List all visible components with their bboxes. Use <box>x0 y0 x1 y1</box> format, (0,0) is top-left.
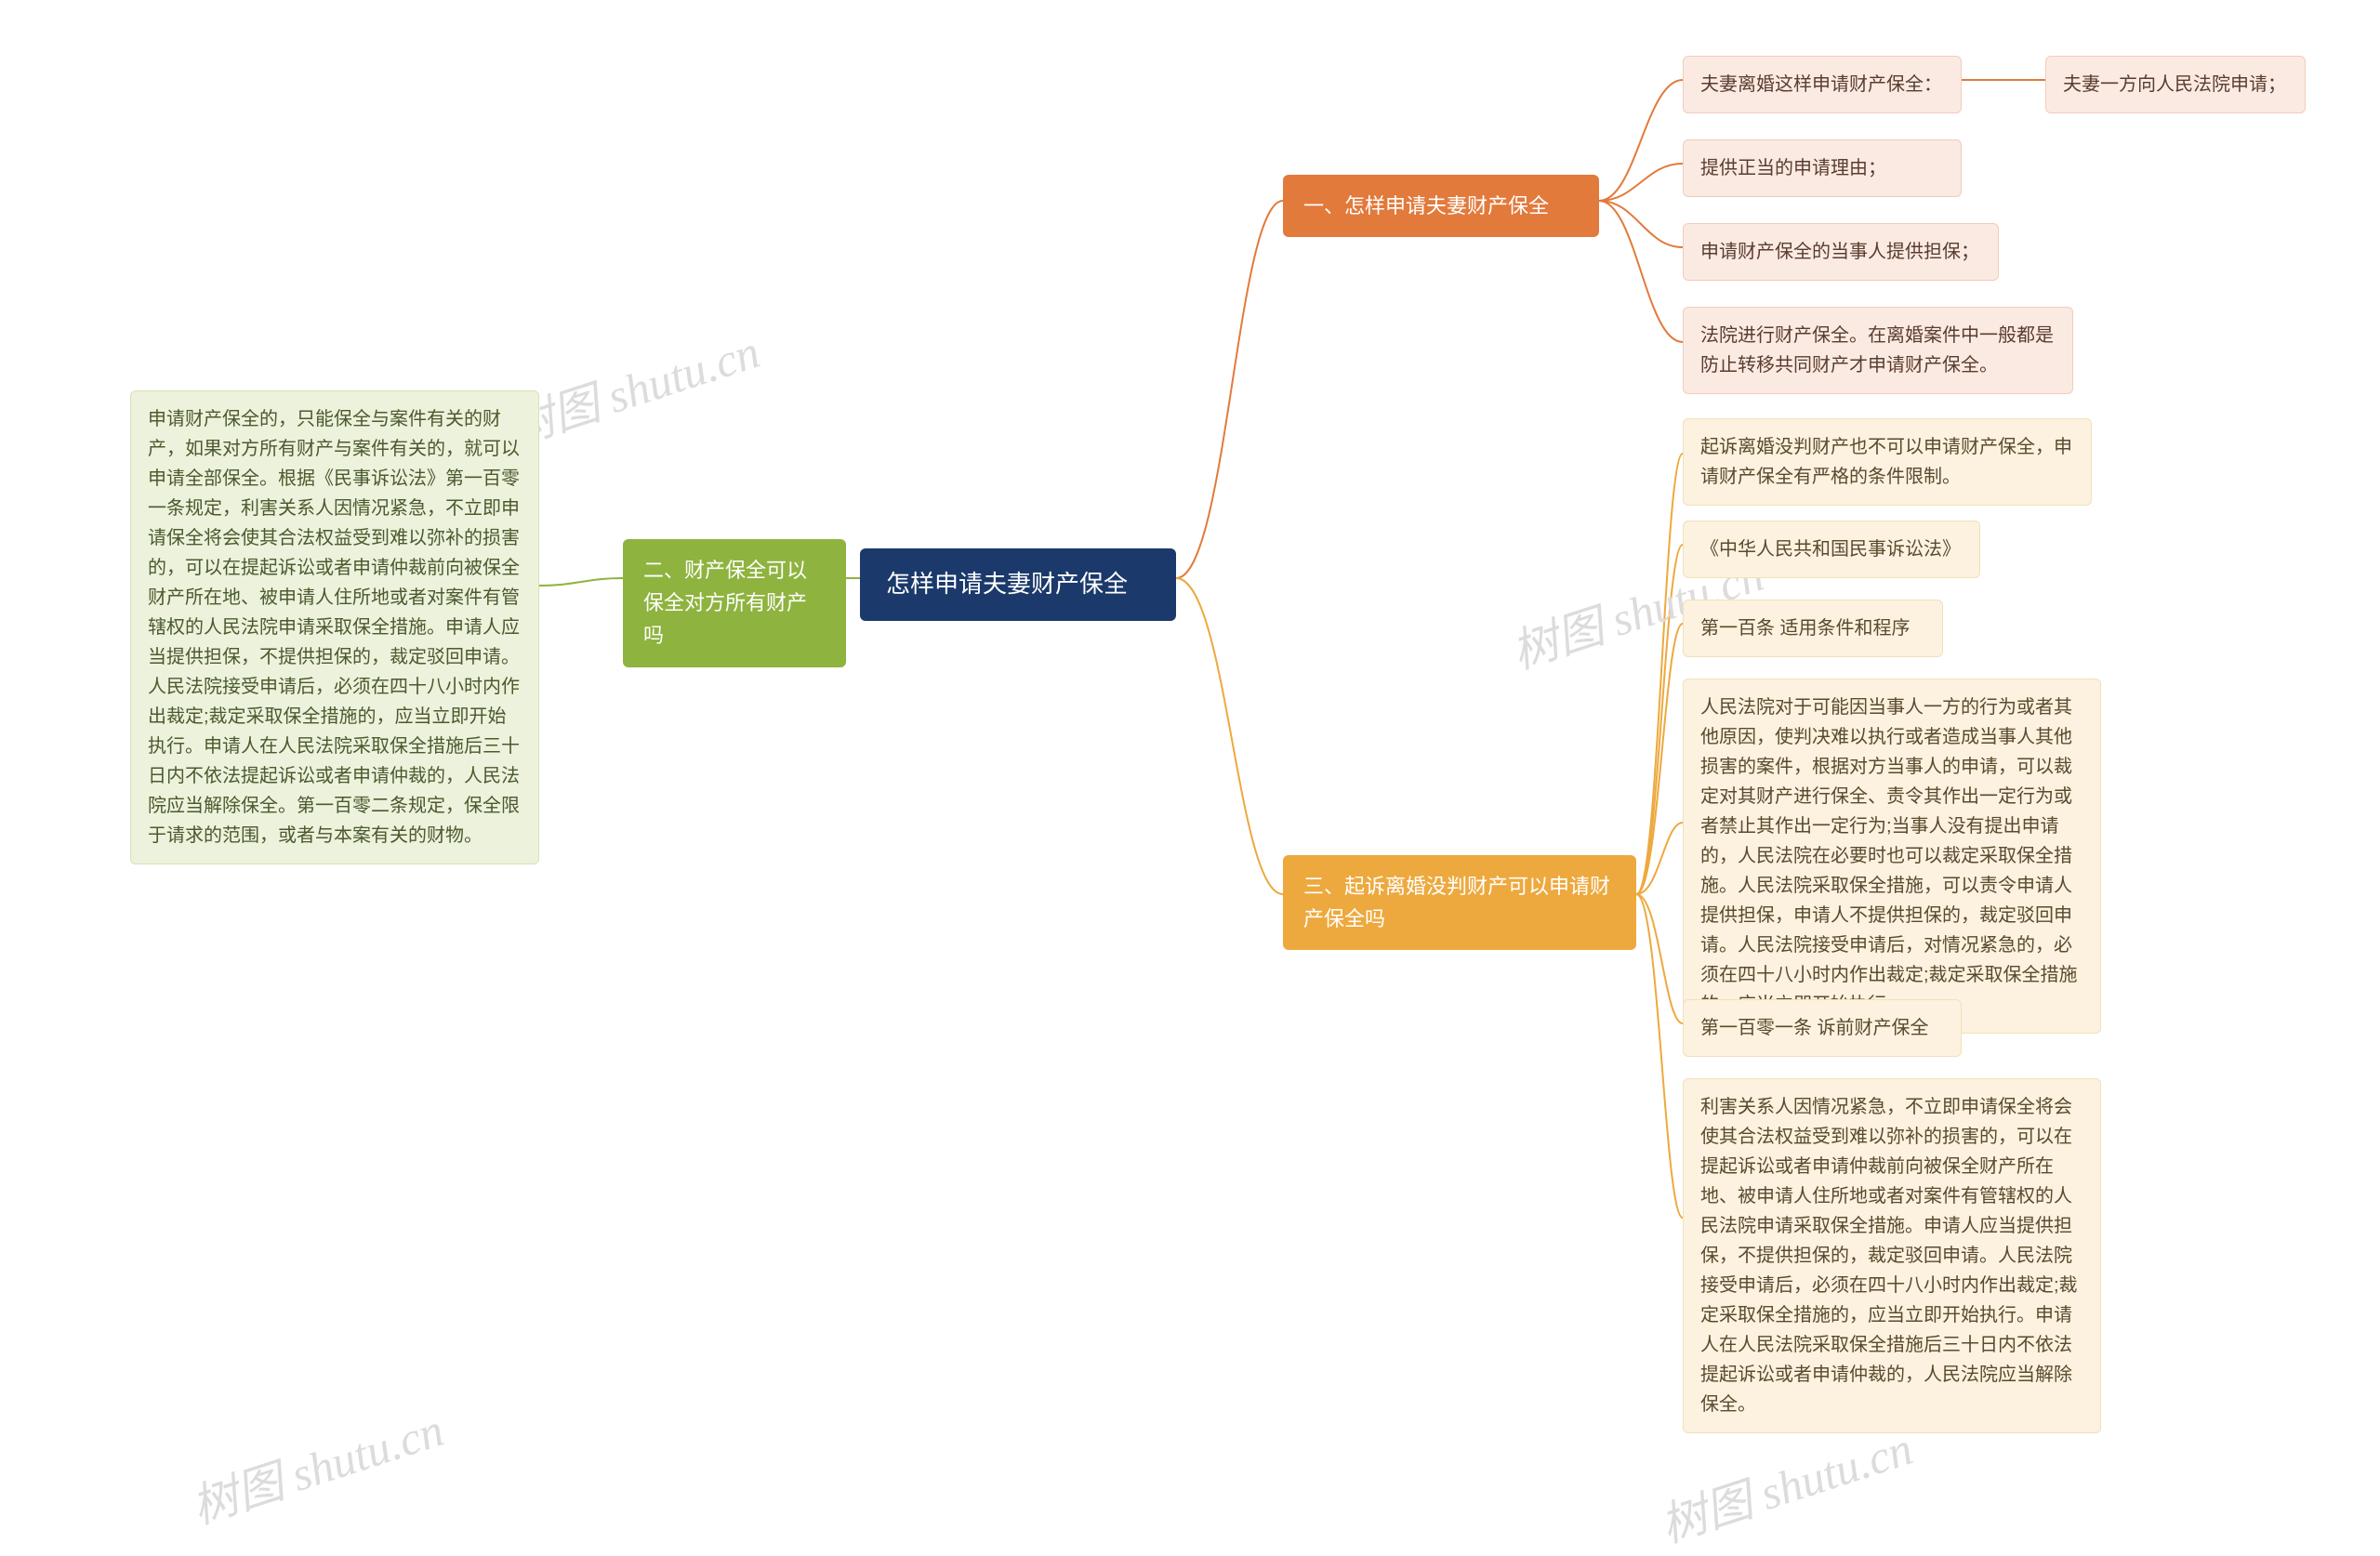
branch1-child-1[interactable]: 提供正当的申请理由； <box>1683 139 1962 197</box>
branch1-child-0[interactable]: 夫妻离婚这样申请财产保全： <box>1683 56 1962 113</box>
branch1-child-3[interactable]: 法院进行财产保全。在离婚案件中一般都是防止转移共同财产才申请财产保全。 <box>1683 307 2073 394</box>
root-node[interactable]: 怎样申请夫妻财产保全 <box>860 548 1176 621</box>
branch3-child-0[interactable]: 起诉离婚没判财产也不可以申请财产保全，申请财产保全有严格的条件限制。 <box>1683 418 2092 506</box>
branch2-child[interactable]: 申请财产保全的，只能保全与案件有关的财产，如果对方所有财产与案件有关的，就可以申… <box>130 390 539 864</box>
branch3-child-4[interactable]: 第一百零一条 诉前财产保全 <box>1683 999 1962 1057</box>
branch3-child-2[interactable]: 第一百条 适用条件和程序 <box>1683 600 1943 657</box>
mindmap-canvas: 树图 shutu.cn 树图 shutu.cn 树图 shutu.cn 树图 s… <box>0 0 2380 1532</box>
branch1-child-0-sub[interactable]: 夫妻一方向人民法院申请； <box>2045 56 2306 113</box>
branch-3[interactable]: 三、起诉离婚没判财产可以申请财产保全吗 <box>1283 855 1636 950</box>
branch1-child-2[interactable]: 申请财产保全的当事人提供担保； <box>1683 223 1999 281</box>
branch3-child-1[interactable]: 《中华人民共和国民事诉讼法》 <box>1683 521 1980 578</box>
branch-2[interactable]: 二、财产保全可以保全对方所有财产吗 <box>623 539 846 667</box>
branch3-child-3[interactable]: 人民法院对于可能因当事人一方的行为或者其他原因，使判决难以执行或者造成当事人其他… <box>1683 679 2101 1034</box>
watermark: 树图 shutu.cn <box>182 1392 451 1536</box>
branch3-child-5[interactable]: 利害关系人因情况紧急，不立即申请保全将会使其合法权益受到难以弥补的损害的，可以在… <box>1683 1078 2101 1433</box>
branch-1[interactable]: 一、怎样申请夫妻财产保全 <box>1283 175 1599 237</box>
